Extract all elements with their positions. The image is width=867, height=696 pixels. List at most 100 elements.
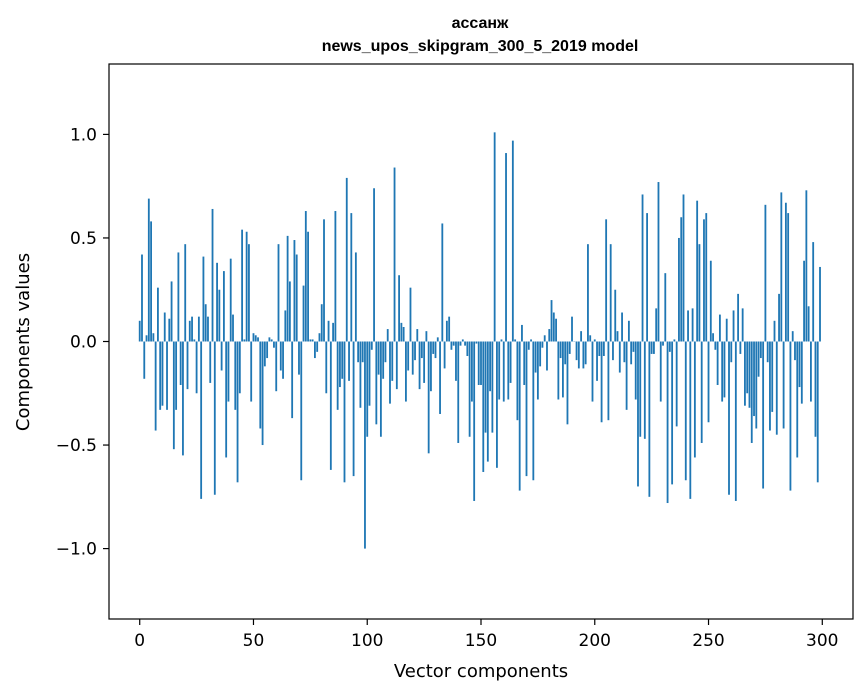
bar — [484, 341, 487, 433]
bar — [782, 341, 785, 429]
bar — [766, 341, 769, 363]
bar — [175, 341, 178, 410]
bar — [721, 341, 724, 402]
bar — [662, 341, 664, 346]
bar — [641, 194, 644, 342]
bar — [170, 281, 173, 342]
bar — [725, 318, 728, 342]
bar — [598, 341, 601, 356]
bar — [796, 341, 799, 458]
bar — [384, 341, 387, 363]
bar — [577, 341, 580, 369]
x-tick-label: 50 — [243, 631, 265, 651]
bar — [368, 341, 371, 406]
bar — [200, 341, 203, 499]
bar — [154, 341, 157, 431]
bar — [582, 341, 585, 369]
bar — [307, 231, 309, 342]
bar — [213, 341, 216, 495]
bar — [405, 341, 407, 402]
bar — [646, 213, 648, 342]
bar — [621, 312, 623, 342]
bar — [216, 262, 218, 342]
bar — [243, 339, 246, 342]
bar — [195, 341, 198, 394]
bar — [571, 316, 573, 342]
bar — [345, 177, 348, 342]
bar — [361, 341, 364, 363]
bar — [816, 341, 819, 483]
bar — [161, 341, 164, 406]
bar — [425, 331, 428, 342]
bar — [318, 333, 321, 342]
bar — [759, 341, 762, 359]
bar — [302, 285, 305, 342]
bar — [791, 331, 794, 342]
bar — [370, 341, 373, 350]
bar — [521, 324, 523, 342]
bar — [705, 213, 708, 342]
bar — [518, 341, 521, 491]
bar — [202, 256, 205, 342]
bar — [352, 341, 355, 477]
bar — [172, 341, 175, 450]
bar — [803, 260, 805, 342]
x-tick-label: 0 — [134, 631, 145, 651]
bar — [227, 341, 230, 402]
bar — [275, 341, 278, 392]
bar — [145, 335, 148, 342]
bar — [534, 341, 537, 373]
bar — [500, 339, 503, 342]
bar — [375, 341, 378, 425]
bar — [373, 188, 375, 342]
bar — [461, 339, 464, 342]
bar — [439, 341, 441, 414]
bar — [316, 341, 319, 352]
bar — [259, 341, 262, 429]
bar — [612, 341, 614, 361]
bar — [400, 322, 403, 342]
bar — [523, 341, 526, 385]
bar — [423, 341, 426, 383]
bars-group — [138, 132, 821, 549]
bar — [229, 258, 232, 342]
bar — [341, 341, 344, 379]
bar — [800, 341, 803, 404]
bar — [263, 341, 266, 367]
bar — [238, 341, 241, 394]
bar — [143, 341, 146, 379]
bar — [602, 341, 605, 356]
bar — [141, 254, 143, 342]
bar — [354, 252, 357, 342]
bar — [288, 281, 291, 342]
bar — [252, 333, 255, 342]
bar — [150, 221, 152, 342]
bar — [709, 260, 712, 342]
bar — [639, 341, 642, 437]
bar — [152, 333, 155, 342]
bar — [470, 341, 473, 402]
bar — [732, 310, 735, 342]
bar — [320, 304, 323, 342]
bar — [486, 341, 489, 462]
bar — [596, 341, 598, 381]
bar — [218, 289, 221, 342]
bar — [739, 341, 742, 354]
bar — [329, 341, 332, 470]
bar — [741, 308, 744, 342]
bar — [627, 320, 630, 342]
y-tick-label: −0.5 — [56, 436, 97, 456]
bar — [696, 200, 699, 342]
bar — [691, 308, 694, 342]
bar — [623, 341, 626, 363]
bar — [687, 310, 689, 342]
bar — [350, 213, 353, 342]
bar — [675, 341, 678, 427]
bar — [348, 341, 350, 381]
bar — [389, 341, 391, 404]
bar — [511, 140, 514, 342]
bar — [502, 341, 505, 402]
bar — [261, 341, 264, 446]
x-axis-label: Vector components — [394, 661, 568, 682]
